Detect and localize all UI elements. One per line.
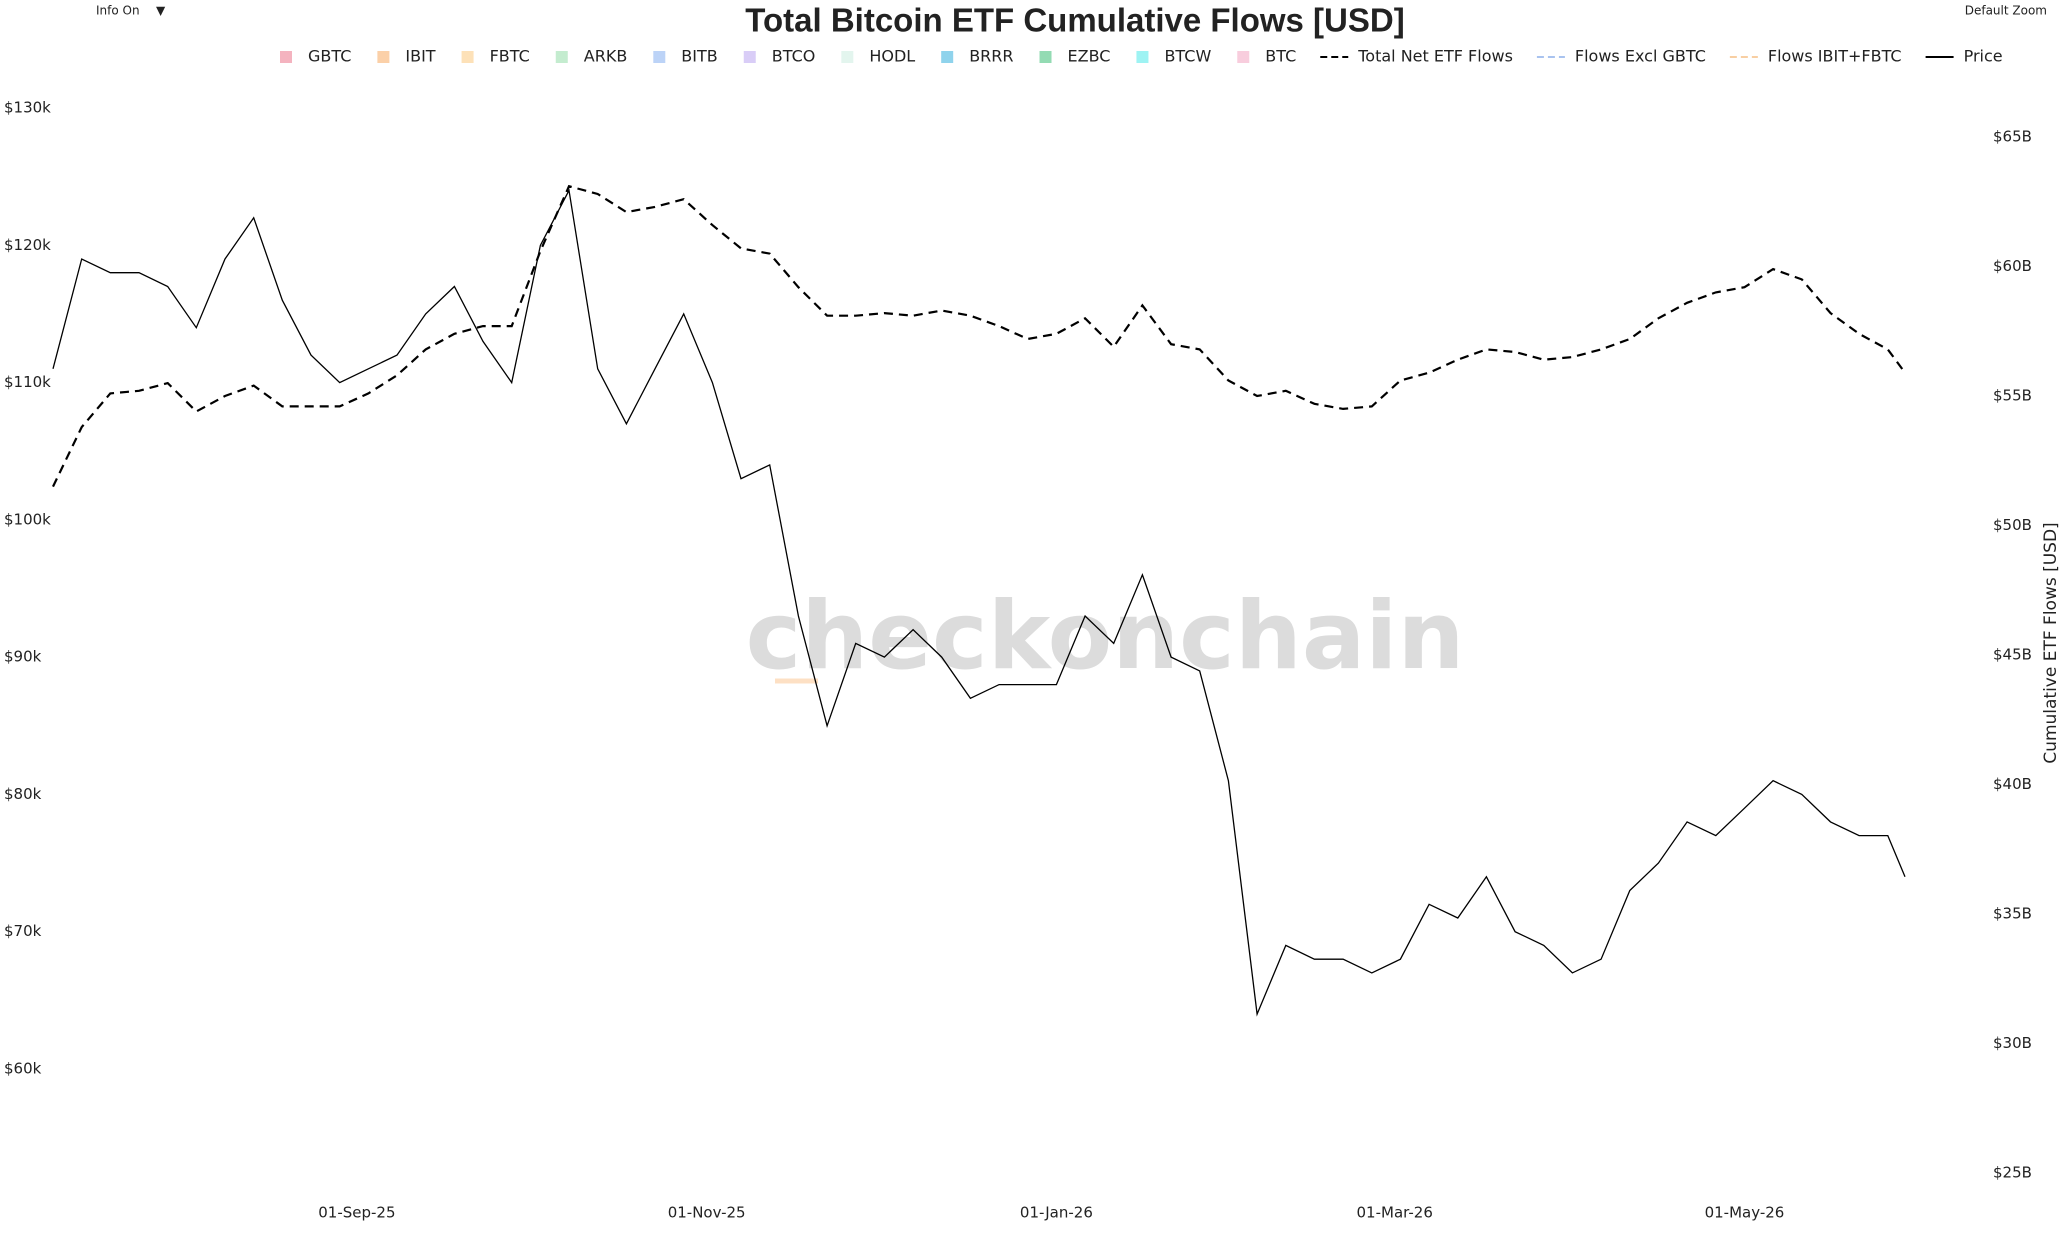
y-tick-label: $130k <box>4 99 51 117</box>
legend-label[interactable]: BTCW <box>1164 47 1211 66</box>
legend-label[interactable]: ARKB <box>584 47 628 66</box>
legend-label[interactable]: HODL <box>869 47 915 66</box>
legend-swatch[interactable] <box>555 51 568 63</box>
legend-label[interactable]: Flows IBIT+FBTC <box>1768 47 1902 66</box>
legend-label[interactable]: GBTC <box>308 47 351 66</box>
legend-swatch[interactable] <box>280 51 292 63</box>
legend-swatch[interactable] <box>461 51 474 63</box>
legend-swatch[interactable] <box>1136 51 1149 63</box>
legend-label[interactable]: Total Net ETF Flows <box>1357 47 1513 66</box>
y2-tick-label: $40B <box>1993 775 2032 793</box>
legend-label[interactable]: BITB <box>681 47 717 66</box>
y-tick-label: $80k <box>4 785 42 803</box>
legend-label[interactable]: BRRR <box>969 47 1013 66</box>
legend-swatch[interactable] <box>1237 51 1250 63</box>
y-tick-label: $90k <box>4 648 42 666</box>
info-toggle[interactable]: Info On <box>96 4 140 18</box>
legend-swatch[interactable] <box>743 51 756 63</box>
flows-line <box>52 184 1906 488</box>
x-tick-label: 01-May-26 <box>1705 1204 1785 1222</box>
y-tick-label: $120k <box>4 236 51 254</box>
chart-title: Total Bitcoin ETF Cumulative Flows [USD] <box>745 2 1404 39</box>
y2-tick-label: $45B <box>1993 646 2032 664</box>
zoom-reset[interactable]: Default Zoom <box>1965 4 2047 18</box>
x-tick-label: 01-Nov-25 <box>668 1204 746 1222</box>
legend-swatch[interactable] <box>653 51 666 63</box>
y2-tick-label: $65B <box>1993 128 2032 146</box>
legend-label[interactable]: IBIT <box>405 47 435 66</box>
watermark: checkonchain <box>746 582 1465 691</box>
menu-arrow[interactable]: ▼ <box>156 4 166 18</box>
legend-label[interactable]: FBTC <box>490 47 530 66</box>
legend-swatch[interactable] <box>841 51 854 63</box>
y-tick-label: $100k <box>4 510 51 528</box>
legend-label[interactable]: Price <box>1964 47 2003 66</box>
y2-tick-label: $55B <box>1993 387 2032 405</box>
y2-axis-label: Cumulative ETF Flows [USD] <box>2041 522 2061 763</box>
x-tick-label: 01-Jan-26 <box>1020 1204 1093 1222</box>
price-line <box>52 188 1906 1017</box>
legend-label[interactable]: BTCO <box>772 47 816 66</box>
y2-tick-label: $60B <box>1993 257 2032 275</box>
legend-label[interactable]: Flows Excl GBTC <box>1575 47 1706 66</box>
y-tick-label: $110k <box>4 373 51 391</box>
y2-tick-label: $35B <box>1993 905 2032 923</box>
y2-tick-label: $25B <box>1993 1164 2032 1182</box>
legend-swatch[interactable] <box>941 51 954 63</box>
y2-tick-label: $50B <box>1993 516 2032 534</box>
y2-tick-label: $30B <box>1993 1034 2032 1052</box>
x-tick-label: 01-Mar-26 <box>1357 1204 1433 1222</box>
y-tick-label: $70k <box>4 922 42 940</box>
legend-label[interactable]: BTC <box>1265 47 1296 66</box>
y-tick-label: $60k <box>4 1060 42 1078</box>
legend-swatch[interactable] <box>377 51 390 63</box>
legend-label[interactable]: EZBC <box>1068 47 1111 66</box>
legend-swatch[interactable] <box>1039 51 1052 63</box>
x-tick-label: 01-Sep-25 <box>318 1204 395 1222</box>
